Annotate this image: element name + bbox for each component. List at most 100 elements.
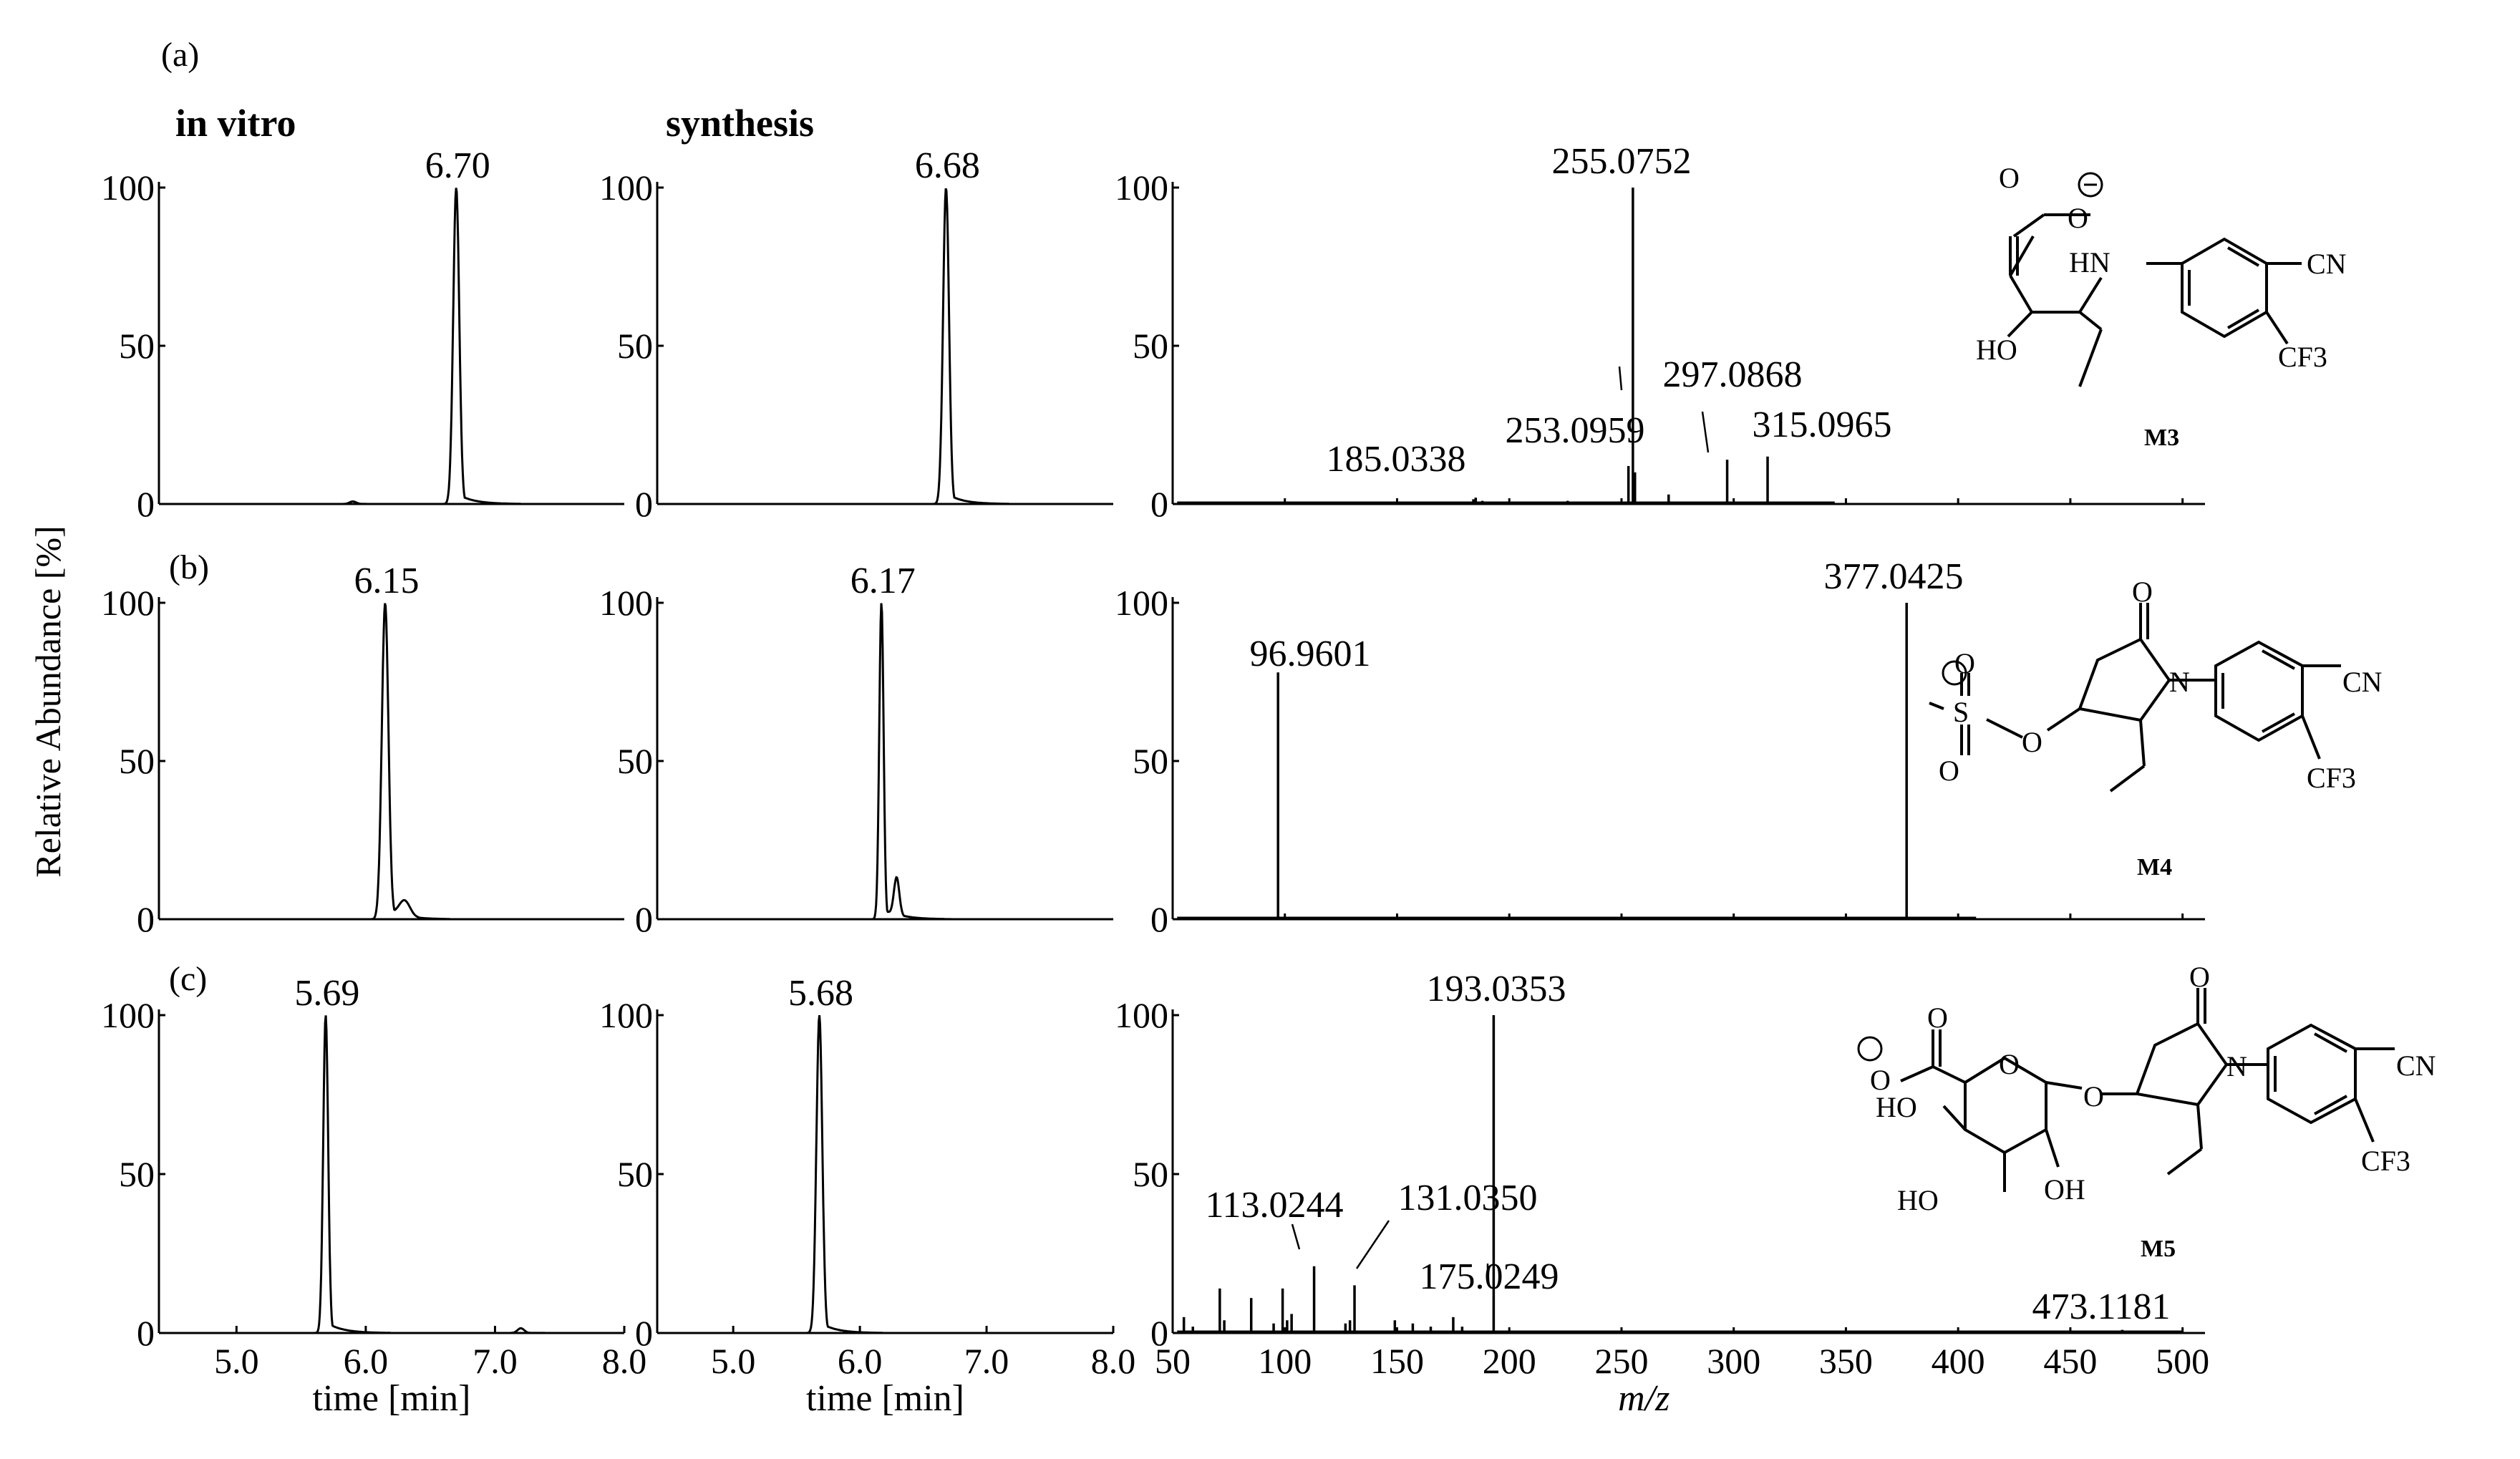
panel-c-ms-peak-label: 193.0353 <box>1427 969 1566 1009</box>
ms-label-leader <box>1355 1220 1390 1269</box>
panel-letter-b: (b) <box>169 548 209 586</box>
panel-b-synthesis-trace <box>657 603 1113 921</box>
panel-c-ms-x-tick-label: 100 <box>1258 1341 1312 1381</box>
m4-atom-o-ester: O <box>2022 726 2042 758</box>
panel-c-synthesis-x-axis-label: time [min] <box>806 1378 964 1419</box>
panel-b-synthesis-y-tick-label: 50 <box>617 741 653 781</box>
m5-atom-n: N <box>2226 1050 2247 1082</box>
m4-atom-o-carbonyl: O <box>2132 576 2153 608</box>
panel-c-ms-y-tick-label: 100 <box>1115 995 1168 1035</box>
panel-a-ms-y-tick-label: 50 <box>1133 326 1168 366</box>
panel-b-ms-y-tick-label: 0 <box>1150 899 1168 939</box>
m4-atom-cf3: CF3 <box>2307 762 2356 794</box>
m5-atom-oh: OH <box>2044 1173 2085 1206</box>
m5-atom-o-carboxylate: O <box>1870 1064 1891 1096</box>
panel-c-invitro-peak-label: 5.69 <box>294 973 359 1014</box>
structure-m5-id: M5 <box>2141 1236 2176 1262</box>
panel-c-ms-x-tick-label: 350 <box>1819 1341 1873 1381</box>
panel-a-ms-y-tick-label: 100 <box>1115 168 1168 208</box>
m5-atom-cf3: CF3 <box>2361 1145 2410 1177</box>
panel-c-ms-x-tick-label: 200 <box>1483 1341 1536 1381</box>
m3-atom-o2: O <box>2068 202 2088 234</box>
panel-a-synthesis-y-tick-label: 50 <box>617 326 653 366</box>
structure-m3-labels: O O HN CN HO CF3 <box>1976 162 2347 373</box>
panel-c-ms-y-tick-label: 50 <box>1133 1154 1168 1194</box>
panel-c-ms-peak-label: 131.0350 <box>1398 1178 1538 1218</box>
panel-c-ms-x-tick-label: 450 <box>2043 1341 2097 1381</box>
panel-c-ms-x-tick-label: 300 <box>1707 1341 1760 1381</box>
ms-label-leader <box>1291 1223 1301 1250</box>
panel-a-synthesis-y-tick-label: 100 <box>599 168 653 208</box>
panel-a-ms-peak-label: 315.0965 <box>1753 404 1892 445</box>
structure-m4 <box>1929 603 2341 792</box>
ms-label-leader <box>1618 366 1623 391</box>
panel-a-synthesis-y-tick-label: 0 <box>635 484 653 524</box>
m4-atom-o-sulfate-bottom: O <box>1939 755 1959 787</box>
panel-c-ms-peak-label: 473.1181 <box>2032 1286 2170 1327</box>
panel-b-invitro-peak-label: 6.15 <box>354 561 419 601</box>
panel-a-ms-peak-label: 255.0752 <box>1552 141 1692 182</box>
m5-atom-o-ring: O <box>1999 1048 2020 1080</box>
m4-atom-n: N <box>2169 666 2190 698</box>
structure-m3 <box>2007 213 2302 387</box>
panel-b-ms-y-tick-label: 50 <box>1133 741 1168 781</box>
panel-a-ms-peak-label: 253.0959 <box>1506 410 1645 451</box>
panel-c-synthesis-y-tick-label: 0 <box>635 1313 653 1353</box>
ms-label-leader <box>1701 411 1710 453</box>
m5-atom-o-glycosidic: O <box>2083 1080 2104 1113</box>
panel-b-synthesis-peak-label: 6.17 <box>850 561 916 601</box>
m5-atom-o-pyrrolidinone: O <box>2189 961 2210 993</box>
panel-c-invitro-x-tick-label: 6.0 <box>344 1341 389 1381</box>
panel-c-invitro-x-axis-label: time [min] <box>313 1378 471 1419</box>
m5-atom-ho-2: HO <box>1897 1184 1939 1216</box>
panel-b-ms-peak-label: 377.0425 <box>1824 556 1964 597</box>
m3-atom-o1: O <box>1999 162 2020 194</box>
panel-c-ms-peak-label: 175.0249 <box>1420 1256 1559 1297</box>
m5-atom-ho-1: HO <box>1876 1091 1917 1123</box>
panel-c-invitro-x-tick-label: 7.0 <box>472 1341 518 1381</box>
panel-a-invitro-y-tick-label: 100 <box>101 168 155 208</box>
panel-a-synthesis-peak-label: 6.68 <box>915 145 980 186</box>
panel-a-invitro-y-tick-label: 50 <box>119 326 155 366</box>
panel-c-ms-y-tick-label: 0 <box>1150 1313 1168 1353</box>
panel-c-ms-x-axis-label: m/z <box>1618 1378 1670 1419</box>
panel-b-invitro-y-tick-label: 0 <box>137 899 155 939</box>
m3-atom-ho: HO <box>1976 334 2017 366</box>
panel-b-invitro-y-tick-label: 100 <box>101 583 155 623</box>
panel-c-ms-x-tick-label: 150 <box>1370 1341 1424 1381</box>
m4-atom-cn: CN <box>2342 666 2383 698</box>
panel-a-ms-peak-label: 297.0868 <box>1663 354 1803 395</box>
panel-b-ms-peak-label: 96.9601 <box>1250 634 1371 674</box>
panel-a-invitro-y-tick-label: 0 <box>137 484 155 524</box>
panel-c-invitro-y-tick-label: 50 <box>119 1154 155 1194</box>
m3-atom-cn: CN <box>2307 248 2347 280</box>
panel-c-invitro-y-tick-label: 0 <box>137 1313 155 1353</box>
panel-c-synthesis-x-tick-label: 6.0 <box>838 1341 883 1381</box>
panel-c-invitro-trace <box>159 1015 624 1334</box>
panel-letter-c: (c) <box>169 960 207 998</box>
m3-atom-hn: HN <box>2069 246 2110 278</box>
panel-c-synthesis-peak-label: 5.68 <box>788 973 853 1014</box>
panel-c-invitro-x-tick-label: 5.0 <box>214 1341 259 1381</box>
m5-atom-o-carbonyl: O <box>1927 1002 1948 1034</box>
panel-a-invitro-trace <box>159 188 624 505</box>
panel-c-invitro-y-tick-label: 100 <box>101 995 155 1035</box>
structure-m5-labels: O O O O HO HO OH O N CN CF3 <box>1870 961 2436 1216</box>
panel-c-synthesis-y-tick-label: 50 <box>617 1154 653 1194</box>
m5-charge-icon <box>1857 1036 1883 1062</box>
structure-m5 <box>1900 988 2395 1192</box>
m4-charge-icon <box>1942 660 1967 686</box>
m3-atom-cf3: CF3 <box>2278 341 2327 373</box>
panel-letter-a: (a) <box>161 36 199 74</box>
panel-a-ms-y-tick-label: 0 <box>1150 484 1168 524</box>
panel-c-synthesis-x-tick-label: 5.0 <box>711 1341 756 1381</box>
panel-c-ms-x-tick-label: 400 <box>1932 1341 1985 1381</box>
panel-b-synthesis-y-tick-label: 0 <box>635 899 653 939</box>
panel-b-ms-y-tick-label: 100 <box>1115 583 1168 623</box>
panel-c-synthesis-x-tick-label: 8.0 <box>1091 1341 1136 1381</box>
column-header-synthesis: synthesis <box>666 102 814 145</box>
column-header-in-vitro: in vitro <box>175 102 296 145</box>
panel-b-invitro-y-tick-label: 50 <box>119 741 155 781</box>
